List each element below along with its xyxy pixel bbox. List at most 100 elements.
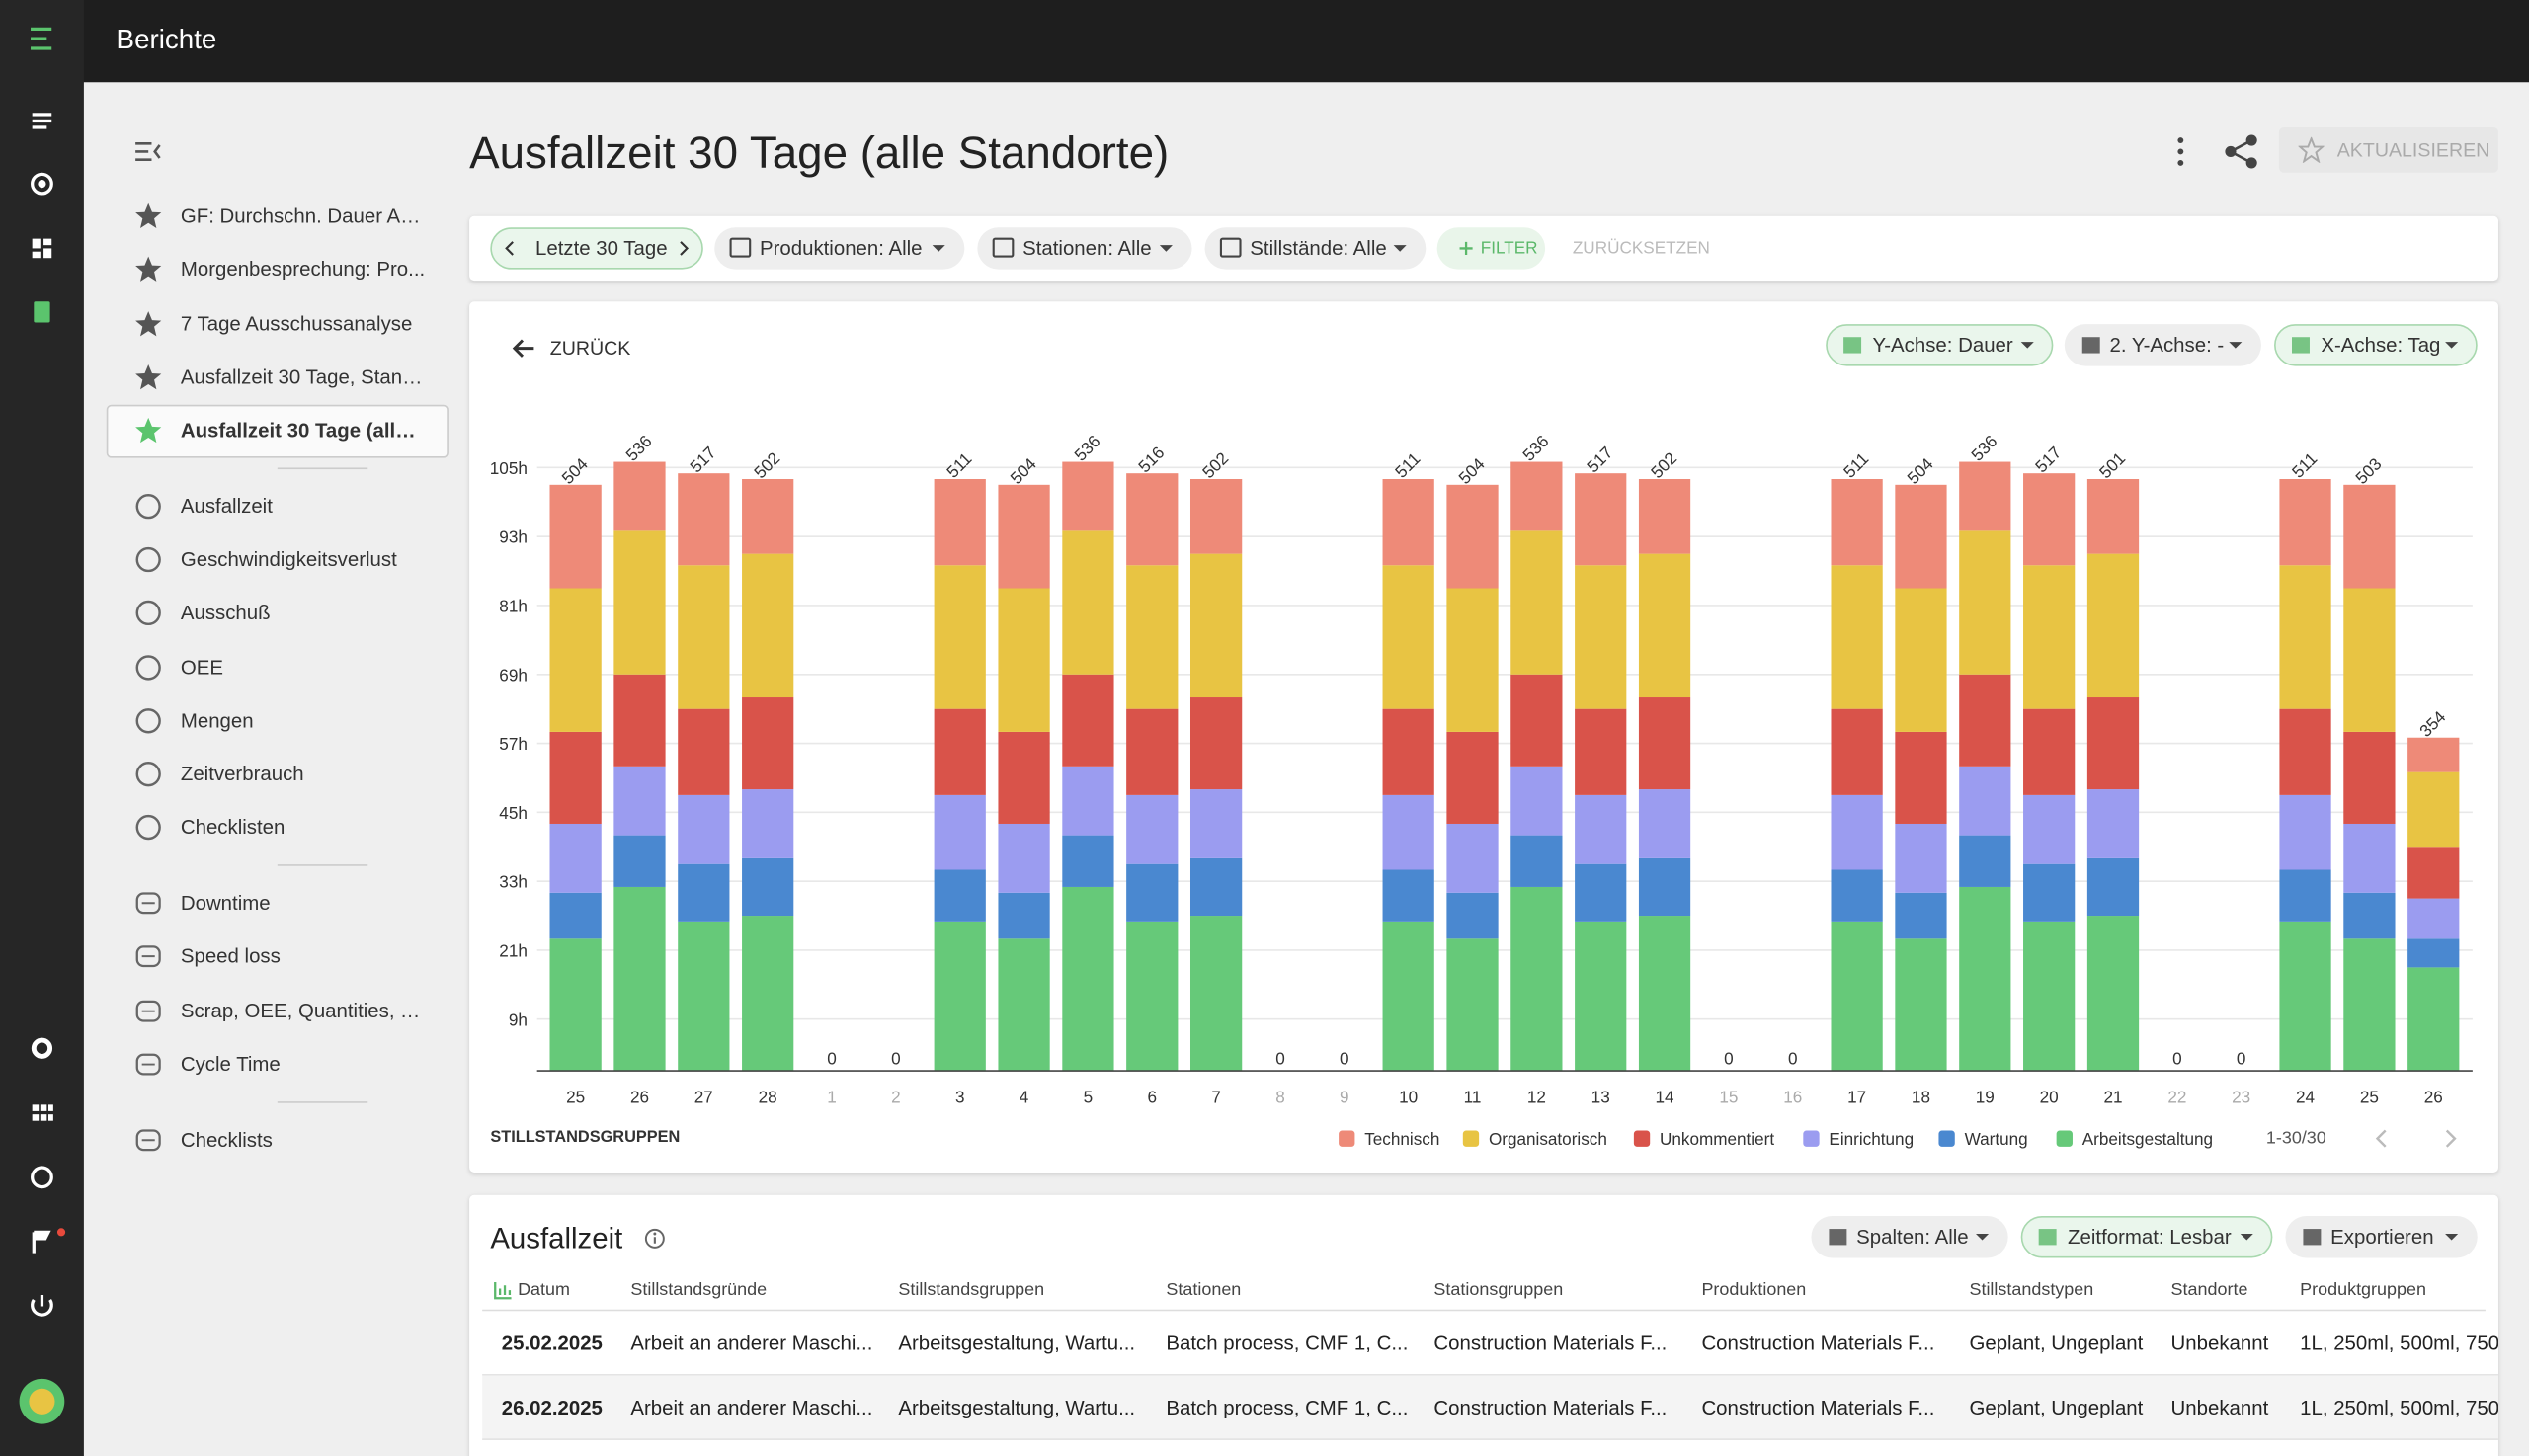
refresh-button[interactable]: AKTUALISIEREN <box>2278 126 2498 173</box>
sidebar-item[interactable]: GF: Durchschn. Dauer Aus... <box>180 204 427 228</box>
doc <box>135 1053 161 1076</box>
table-title: Ausfallzeit <box>490 1222 623 1255</box>
caret <box>2020 342 2034 349</box>
caret <box>2445 342 2459 349</box>
item-icon <box>135 1000 161 1021</box>
table-cell: Arbeitsgestaltung, Wartu... <box>898 1332 1136 1355</box>
item-icon <box>135 1129 161 1152</box>
sidebar-item[interactable]: Checklisten <box>180 816 286 840</box>
caret <box>2240 1233 2253 1241</box>
column-header: Stillstandsgruppen <box>898 1280 1045 1300</box>
separator <box>277 864 368 867</box>
filter-pill[interactable]: Produktionen: Alle <box>714 227 965 270</box>
sidebar-item[interactable]: Ausschuß <box>180 602 271 625</box>
pill-icon <box>729 237 752 258</box>
dropdown-button[interactable]: Zeitformat: Lesbar <box>2020 1216 2273 1258</box>
sidebar-item[interactable]: Cycle Time <box>180 1052 281 1076</box>
item-icon <box>135 601 161 626</box>
caret <box>2445 1233 2459 1241</box>
pagination: 1-30/30 <box>2265 1128 2326 1149</box>
pill-icons <box>729 237 945 258</box>
nav-rail <box>0 0 84 1456</box>
sidebar-item[interactable]: Geschwindigkeitsverlust <box>180 548 397 572</box>
filter-pill[interactable]: Stillstände: Alle <box>1204 227 1427 270</box>
reset-filter[interactable]: ZURÜCKSETZEN <box>1572 238 1710 259</box>
info-icon[interactable] <box>643 1227 666 1250</box>
button-icon <box>1843 337 1862 354</box>
table-cell: 1L, 250ml, 500ml, 750 <box>2300 1396 2498 1419</box>
item-icon <box>135 310 162 336</box>
sidebar-item[interactable]: Ausfallzeit 30 Tage, Stand... <box>180 365 427 389</box>
sidebar-item[interactable]: Ausfallzeit <box>180 495 273 519</box>
caret <box>932 245 945 252</box>
back-icon[interactable] <box>512 336 537 362</box>
back-button[interactable]: ZURÜCK <box>549 337 631 361</box>
ring <box>135 601 161 626</box>
column-header: Stillstandstypen <box>1969 1280 2094 1300</box>
sidebar-item[interactable]: OEE <box>180 655 223 679</box>
star <box>135 310 162 336</box>
table-cell: Unbekannt <box>2170 1332 2269 1355</box>
table-cell: Construction Materials F... <box>1433 1332 1668 1355</box>
table-cell: Batch process, CMF 1, C... <box>1166 1332 1409 1355</box>
period-pill[interactable]: Letzte 30 Tage <box>490 227 703 270</box>
star <box>135 417 162 444</box>
header-icons[interactable] <box>2164 132 2261 171</box>
table-cell: Arbeit an anderer Maschi... <box>630 1396 873 1419</box>
ring <box>135 762 161 787</box>
button-icon <box>1829 1229 1847 1246</box>
star-icon <box>2298 136 2325 163</box>
plus <box>1459 241 1473 255</box>
item-icon <box>135 815 161 841</box>
pager-arrows[interactable] <box>2369 1127 2466 1150</box>
sidebar-item[interactable]: Zeitverbrauch <box>180 763 304 786</box>
sidebar-item[interactable]: Scrap, OEE, Quantities, Ti... <box>180 999 427 1022</box>
item-icon <box>135 654 161 680</box>
app-title: Berichte <box>116 24 217 55</box>
doc <box>135 892 161 915</box>
sidebar: GF: Durchschn. Dauer Aus... Morgenbesprec… <box>84 82 468 1456</box>
doc <box>135 1129 161 1152</box>
table-row <box>482 1311 2498 1376</box>
collapse-icon[interactable] <box>134 140 163 163</box>
sidebar-item[interactable]: Morgenbesprechung: Pro... <box>180 258 426 282</box>
add-filter[interactable]: FILTER <box>1436 227 1546 270</box>
button-icons <box>2038 1229 2253 1246</box>
dropdown-button[interactable]: Y-Achse: Dauer <box>1826 324 2054 366</box>
table-cell: 1L, 250ml, 500ml, 750 <box>2300 1332 2498 1355</box>
column-header: Produktgruppen <box>2300 1280 2426 1300</box>
sidebar-item[interactable]: Ausfallzeit 30 Tage (alle S... <box>180 419 427 443</box>
item-icon <box>135 417 162 444</box>
header-rule <box>482 1309 2486 1312</box>
chart-card: ZURÜCK STILLSTANDSGRUPPEN 1-30/30 Y-Achs… <box>469 301 2498 1173</box>
button-icon <box>2081 337 2100 354</box>
star <box>135 202 162 229</box>
ring <box>135 654 161 680</box>
sidebar-item[interactable]: 7 Tage Ausschussanalyse <box>180 311 413 335</box>
sidebar-item[interactable]: Speed loss <box>180 945 281 969</box>
item-icon <box>135 945 161 968</box>
active-item[interactable] <box>106 404 449 458</box>
sort-icon <box>494 1281 512 1300</box>
sidebar-item[interactable]: Downtime <box>180 891 271 915</box>
table-card: Ausfallzeit Spalten: Alle Zeitformat: Les… <box>469 1194 2498 1456</box>
item-icon <box>135 202 162 229</box>
page-title: Ausfallzeit 30 Tage (alle Standorte) <box>469 126 1170 178</box>
sidebar-item[interactable]: Checklists <box>180 1128 273 1152</box>
caret <box>1393 245 1407 252</box>
ring <box>135 707 161 734</box>
sidebar-item[interactable]: Mengen <box>180 709 254 732</box>
button-icons <box>2081 337 2243 354</box>
table-cell: Arbeitsgestaltung, Wartu... <box>898 1396 1136 1419</box>
table-cell: Construction Materials F... <box>1701 1396 1935 1419</box>
column-header: Standorte <box>2170 1280 2248 1300</box>
column-header: Stationen <box>1166 1280 1242 1300</box>
item-icon <box>135 1053 161 1076</box>
ring <box>135 547 161 573</box>
legend-title: STILLSTANDSGRUPPEN <box>490 1128 681 1147</box>
button-icon <box>2038 1229 2057 1246</box>
column-header: Produktionen <box>1701 1280 1807 1300</box>
rail-icons <box>19 27 66 1424</box>
top-bar <box>0 0 2529 83</box>
